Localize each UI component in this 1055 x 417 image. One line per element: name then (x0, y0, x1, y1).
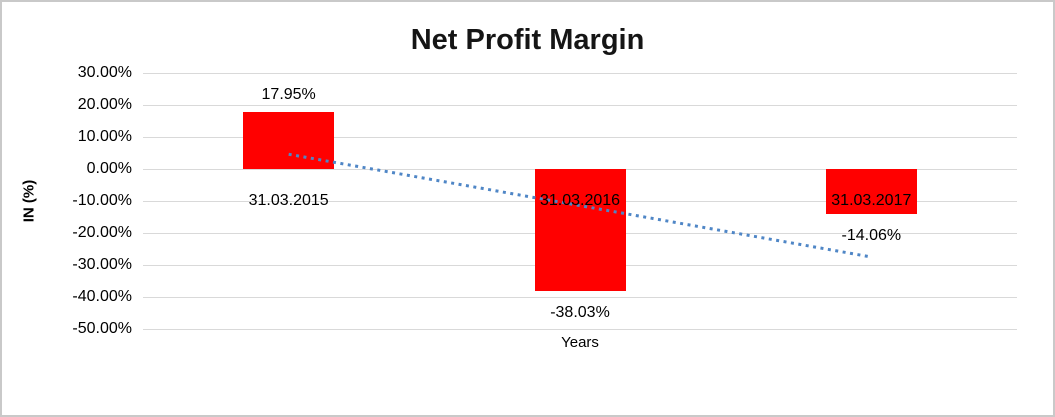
y-axis-tick-label: -50.00% (72, 320, 132, 337)
bar-31.03.2015 (243, 111, 335, 169)
gridline (143, 73, 1017, 74)
y-axis-tick-label: 20.00% (77, 96, 132, 113)
y-axis-tick-label: -10.00% (72, 192, 132, 209)
y-axis-tick-label: 30.00% (77, 64, 132, 81)
category-label: 31.03.2016 (539, 192, 621, 209)
category-label: 31.03.2017 (831, 192, 912, 209)
category-label: 31.03.2015 (248, 192, 329, 209)
x-axis-title: Years (561, 334, 599, 351)
bar-value-label: -14.06% (841, 226, 902, 244)
y-axis-tick-label: -30.00% (72, 256, 132, 273)
bar-value-label: 17.95% (261, 85, 316, 103)
bar-value-label: -38.03% (550, 303, 610, 321)
gridline (143, 297, 1017, 298)
gridline (143, 329, 1017, 330)
gridline (143, 105, 1017, 106)
y-axis-tick-label: 0.00% (86, 160, 132, 177)
gridline (143, 137, 1017, 138)
y-axis-tick-label: 10.00% (77, 128, 132, 145)
y-axis-tick-label: -20.00% (72, 224, 132, 241)
bar-31.03.2016 (534, 169, 626, 291)
y-axis-tick-label: -40.00% (72, 288, 132, 305)
chart-title: Net Profit Margin (410, 24, 645, 56)
